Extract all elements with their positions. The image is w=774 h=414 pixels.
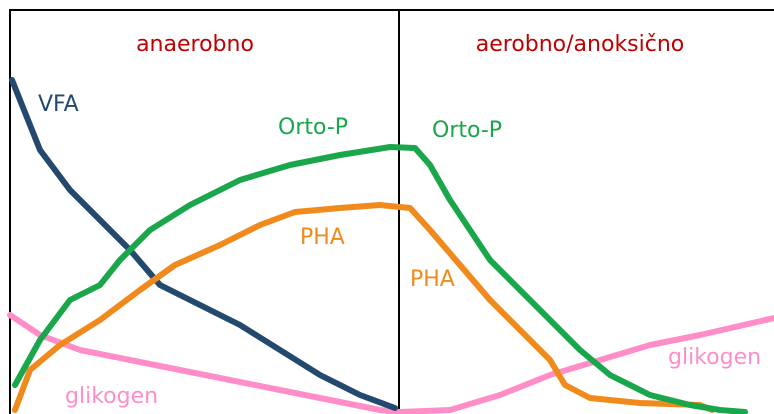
orto-p-curve <box>12 144 748 414</box>
curve-label: Orto-P <box>432 118 502 143</box>
frame <box>9 9 774 414</box>
phase-label: anaerobno <box>136 32 254 57</box>
curve-label: PHA <box>300 225 345 250</box>
curve-label: VFA <box>38 92 79 117</box>
curve-label: Orto-P <box>278 115 348 140</box>
curve-label: glikogen <box>65 384 158 409</box>
glikogen-curve <box>7 312 774 414</box>
curve-label: PHA <box>410 267 455 292</box>
curve-label: glikogen <box>668 345 761 370</box>
pha-curve <box>12 202 715 413</box>
vfa-curve <box>9 77 398 411</box>
phase-label: aerobno/anoksično <box>476 32 685 57</box>
